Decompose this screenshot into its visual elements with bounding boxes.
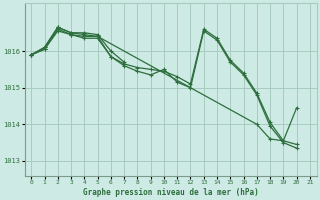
X-axis label: Graphe pression niveau de la mer (hPa): Graphe pression niveau de la mer (hPa) [83,188,259,197]
